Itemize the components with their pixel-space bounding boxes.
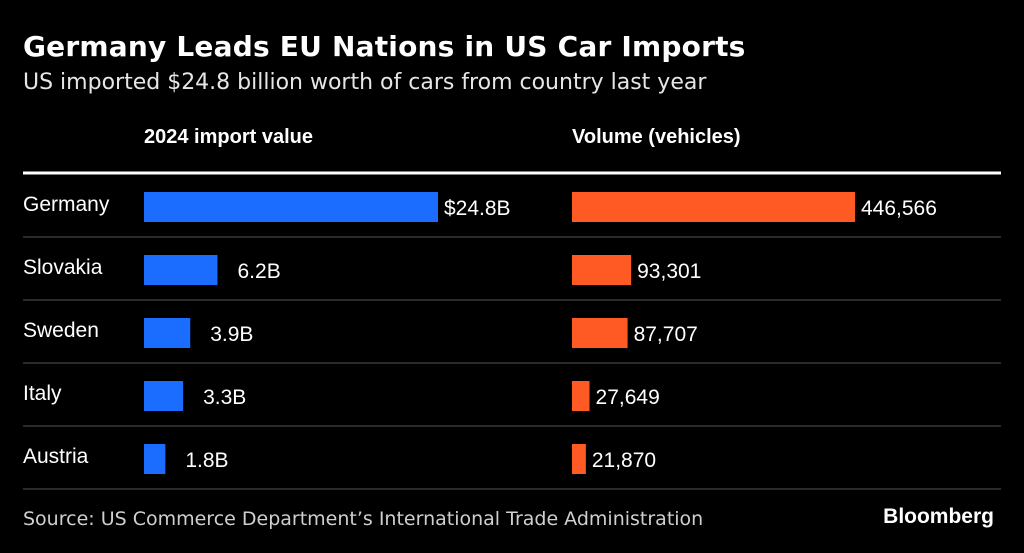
value-label-sweden: 3.9B: [210, 323, 253, 346]
value-bar-austria: [144, 444, 166, 474]
source-note: Source: US Commerce Department’s Interna…: [23, 508, 704, 530]
category-label-sweden: Sweden: [23, 319, 99, 342]
category-label-germany: Germany: [23, 193, 110, 216]
value-label-slovakia: 6.2B: [238, 260, 281, 283]
volume-label-italy: 27,649: [596, 386, 660, 409]
bloomberg-logo: Bloomberg: [883, 505, 994, 528]
category-label-slovakia: Slovakia: [23, 256, 103, 279]
volume-bar-austria: [572, 444, 586, 474]
value-bar-germany: [144, 192, 438, 222]
value-bar-slovakia: [144, 255, 218, 285]
value-label-austria: 1.8B: [185, 449, 228, 472]
volume-label-germany: 446,566: [861, 197, 937, 220]
chart-subtitle: US imported $24.8 billion worth of cars …: [23, 70, 707, 95]
volume-column-header: Volume (vehicles): [572, 126, 741, 148]
value-bar-sweden: [144, 318, 191, 348]
category-label-italy: Italy: [23, 382, 62, 405]
volume-label-austria: 21,870: [592, 449, 656, 472]
value-column-header: 2024 import value: [144, 126, 313, 148]
volume-bar-sweden: [572, 318, 628, 348]
value-label-germany: $24.8B: [444, 197, 511, 220]
value-label-italy: 3.3B: [203, 386, 246, 409]
chart-title: Germany Leads EU Nations in US Car Impor…: [23, 30, 746, 63]
volume-label-sweden: 87,707: [634, 323, 698, 346]
volume-label-slovakia: 93,301: [637, 260, 701, 283]
volume-bar-germany: [572, 192, 855, 222]
category-label-austria: Austria: [23, 445, 89, 468]
volume-bar-italy: [572, 381, 590, 411]
value-bar-italy: [144, 381, 184, 411]
volume-bar-slovakia: [572, 255, 632, 285]
